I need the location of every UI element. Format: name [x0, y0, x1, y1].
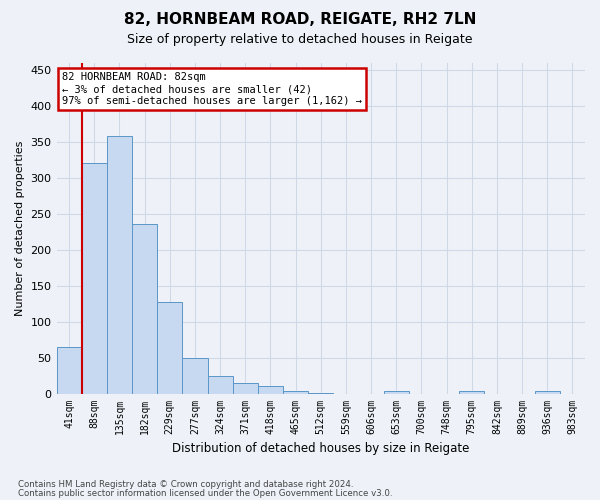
- Bar: [208, 376, 233, 394]
- Bar: [308, 393, 334, 394]
- X-axis label: Distribution of detached houses by size in Reigate: Distribution of detached houses by size …: [172, 442, 469, 455]
- Bar: [233, 383, 258, 394]
- Bar: [182, 358, 208, 394]
- Y-axis label: Number of detached properties: Number of detached properties: [15, 140, 25, 316]
- Bar: [383, 392, 409, 394]
- Bar: [535, 392, 560, 394]
- Bar: [82, 164, 107, 394]
- Bar: [107, 136, 132, 394]
- Bar: [56, 347, 82, 394]
- Text: 82, HORNBEAM ROAD, REIGATE, RH2 7LN: 82, HORNBEAM ROAD, REIGATE, RH2 7LN: [124, 12, 476, 28]
- Bar: [283, 390, 308, 394]
- Bar: [258, 386, 283, 394]
- Text: 82 HORNBEAM ROAD: 82sqm
← 3% of detached houses are smaller (42)
97% of semi-det: 82 HORNBEAM ROAD: 82sqm ← 3% of detached…: [62, 72, 362, 106]
- Bar: [157, 302, 182, 394]
- Text: Contains HM Land Registry data © Crown copyright and database right 2024.: Contains HM Land Registry data © Crown c…: [18, 480, 353, 489]
- Bar: [459, 392, 484, 394]
- Text: Size of property relative to detached houses in Reigate: Size of property relative to detached ho…: [127, 32, 473, 46]
- Bar: [132, 224, 157, 394]
- Text: Contains public sector information licensed under the Open Government Licence v3: Contains public sector information licen…: [18, 489, 392, 498]
